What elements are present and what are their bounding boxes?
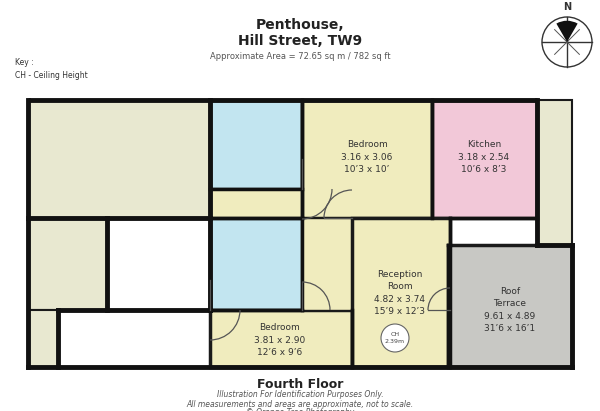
- Text: Penthouse,: Penthouse,: [256, 18, 344, 32]
- Wedge shape: [556, 21, 578, 42]
- Bar: [28, 218, 107, 310]
- Text: All measurements and areas are approximate, not to scale.: All measurements and areas are approxima…: [187, 400, 413, 409]
- Bar: [210, 100, 302, 189]
- Text: © Orange Tree Photography: © Orange Tree Photography: [246, 408, 354, 411]
- Circle shape: [381, 324, 409, 352]
- Text: Bedroom
3.16 x 3.06
10’3 x 10’: Bedroom 3.16 x 3.06 10’3 x 10’: [341, 140, 392, 174]
- Text: CH
2.39m: CH 2.39m: [385, 332, 405, 344]
- Text: Reception
Room
4.82 x 3.74
15’9 x 12’3: Reception Room 4.82 x 3.74 15’9 x 12’3: [374, 270, 425, 316]
- Text: Hill Street, TW9: Hill Street, TW9: [238, 34, 362, 48]
- Text: Key :
CH - Ceiling Height: Key : CH - Ceiling Height: [15, 58, 88, 79]
- Text: Illustration For Identification Purposes Only.: Illustration For Identification Purposes…: [217, 390, 383, 399]
- Bar: [28, 100, 210, 218]
- Text: Fourth Floor: Fourth Floor: [257, 378, 343, 391]
- Bar: [28, 310, 58, 367]
- Bar: [210, 218, 302, 310]
- Text: Roof
Terrace
9.61 x 4.89
31’6 x 16’1: Roof Terrace 9.61 x 4.89 31’6 x 16’1: [484, 287, 536, 333]
- Bar: [302, 100, 432, 218]
- Bar: [210, 189, 302, 218]
- Bar: [352, 218, 450, 367]
- Text: N: N: [563, 2, 571, 12]
- Bar: [432, 100, 537, 218]
- Text: Approximate Area = 72.65 sq m / 782 sq ft: Approximate Area = 72.65 sq m / 782 sq f…: [210, 52, 390, 61]
- Bar: [448, 245, 572, 367]
- Text: Kitchen
3.18 x 2.54
10’6 x 8’3: Kitchen 3.18 x 2.54 10’6 x 8’3: [458, 140, 509, 174]
- Text: Bedroom
3.81 x 2.90
12’6 x 9’6: Bedroom 3.81 x 2.90 12’6 x 9’6: [254, 323, 305, 357]
- Bar: [210, 310, 352, 367]
- Bar: [302, 218, 352, 310]
- Bar: [537, 100, 572, 245]
